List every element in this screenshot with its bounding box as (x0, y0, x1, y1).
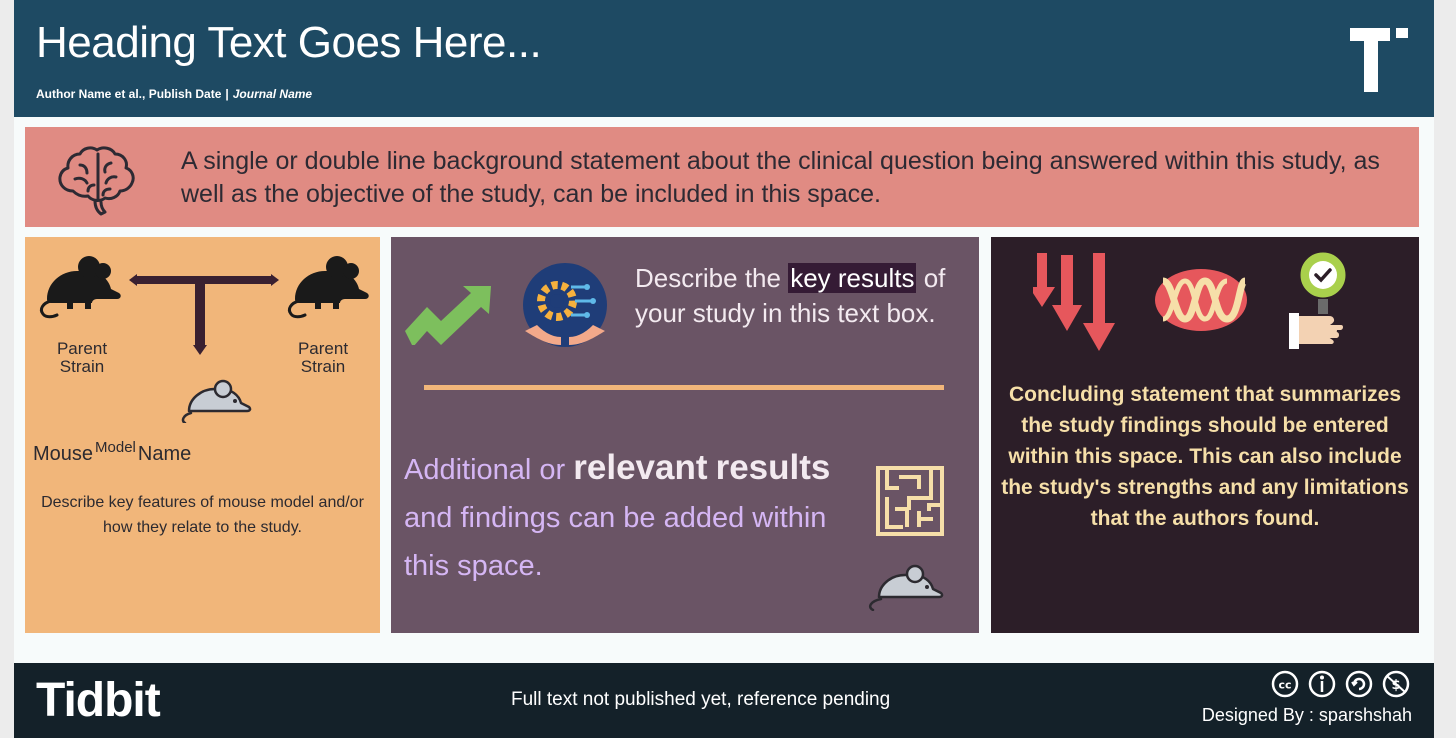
mouse-model-panel: Parent Strain Parent Strain Mouse Model Na… (25, 237, 380, 633)
brand-logo: Tidbit (36, 674, 161, 727)
brain-icon (58, 146, 135, 216)
additional-bold-1: relevant (573, 448, 708, 487)
model-name-prefix: Mouse (33, 443, 94, 465)
down-arrows-icon (1033, 253, 1115, 351)
attribution-icon (1308, 670, 1336, 698)
svg-text:cc: cc (1278, 679, 1291, 692)
author-date: Author Name et al., Publish Date (36, 87, 222, 101)
model-name-sup: Model (95, 439, 136, 456)
trend-up-arrow-icon (405, 286, 491, 345)
additional-results-text: Additional or relevant results and findi… (404, 444, 844, 590)
approval-magnifier-icon (1289, 249, 1349, 349)
non-commercial-icon: $ (1382, 670, 1410, 698)
infographic-card: Heading Text Goes Here... Author Name et… (14, 0, 1434, 738)
dna-helix-icon (1155, 269, 1249, 331)
key-results-suffix: of your study in this text box. (635, 263, 946, 328)
grey-mouse-icon (181, 379, 252, 423)
black-mouse-icon (287, 256, 369, 319)
cross-breeding-arrow-icon (129, 274, 279, 355)
reference-note: Full text not published yet, reference p… (511, 689, 891, 710)
hands-gear-globe-icon (523, 263, 607, 347)
maze-icon (876, 466, 944, 536)
additional-bold-2: results (715, 448, 831, 487)
model-name: Mouse Model Name (33, 439, 191, 466)
byline-separator: | (225, 87, 229, 101)
header-banner: Heading Text Goes Here... Author Name et… (14, 0, 1434, 117)
key-results-prefix: Describe the (635, 263, 781, 293)
share-alike-icon (1345, 670, 1373, 698)
background-statement: A single or double line background state… (181, 147, 1380, 208)
results-divider (424, 385, 944, 390)
designed-by: Designed By : sparshshah (1201, 705, 1412, 725)
conclusion-statement: Concluding statement that summarizes the… (1001, 383, 1409, 530)
background-statement-box: A single or double line background state… (25, 127, 1419, 227)
license-icons: cc $ (1271, 670, 1410, 698)
page-title: Heading Text Goes Here... (36, 18, 542, 67)
conclusion-panel: Concluding statement that summarizes the… (991, 237, 1419, 633)
key-results-highlight: key results (788, 263, 917, 293)
parent-strain-label-right: Parent Strain (297, 339, 349, 376)
footer-bar: Tidbit Full text not published yet, refe… (14, 663, 1434, 738)
key-results-text: Describe the key results of your study i… (635, 261, 955, 331)
tidbit-t-logo-icon (1350, 28, 1408, 92)
journal-name: Journal Name (232, 87, 313, 101)
model-name-suffix: Name (137, 443, 192, 465)
model-description: Describe key features of mouse model and… (41, 494, 364, 536)
black-mouse-icon (39, 256, 121, 319)
additional-text-1: Additional or (404, 454, 566, 486)
additional-text-2: and findings can be added within this sp… (404, 502, 827, 582)
svg-text:$: $ (1391, 678, 1400, 693)
key-results-panel: Describe the key results of your study i… (391, 237, 979, 633)
cc-icon: cc (1271, 670, 1299, 698)
parent-strain-label-left: Parent Strain (56, 339, 108, 376)
byline: Author Name et al., Publish Date | Journal… (36, 87, 312, 101)
grey-mouse-icon (869, 564, 944, 611)
